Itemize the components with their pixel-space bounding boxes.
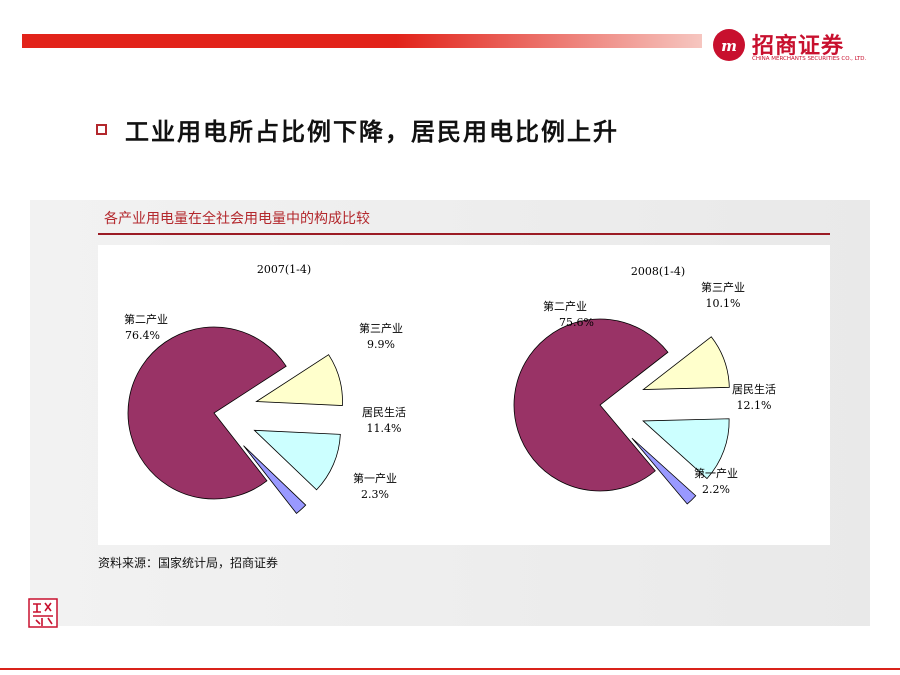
- slice-value-label: 76.4%: [125, 329, 160, 342]
- slice-name-label: 第一产业: [694, 466, 738, 480]
- pie-slice: [513, 318, 669, 492]
- slice-value-label: 11.4%: [367, 422, 402, 435]
- pie-slice: [255, 354, 343, 406]
- source-note: 资料来源：国家统计局，招商证券: [98, 556, 279, 570]
- slice-value-label: 2.2%: [702, 483, 730, 496]
- slice-name-label: 第二产业: [124, 312, 168, 326]
- slice-value-label: 9.9%: [367, 338, 395, 351]
- pie-slice: [243, 445, 307, 514]
- slice-name-label: 居民生活: [362, 405, 406, 419]
- slide-heading: 工业用电所占比例下降，居民用电比例上升: [96, 112, 619, 147]
- svg-text:m: m: [721, 37, 737, 55]
- slice-value-label: 2.3%: [361, 488, 389, 501]
- logo-name-cn: 招商证券: [752, 34, 845, 59]
- slice-value-label: 12.1%: [737, 399, 772, 412]
- pie-subtitle: 2007(1-4): [257, 263, 311, 276]
- pie-slice: [127, 326, 287, 500]
- pie-charts: 2007(1-4) 第二产业 76.4% 第三产业 9.9% 居民生活 11.4% 第一产业 2…: [124, 263, 776, 514]
- slice-name-label: 第二产业: [543, 299, 587, 313]
- slice-value-label: 10.1%: [706, 297, 741, 310]
- slice-name-label: 第三产业: [701, 280, 745, 294]
- pie-subtitle: 2008(1-4): [631, 265, 685, 278]
- title-underline: [98, 233, 830, 235]
- slice-name-label: 居民生活: [732, 382, 776, 396]
- pie-slice: [642, 418, 730, 480]
- chart-title: 各产业用电量在全社会用电量中的构成比较: [104, 211, 370, 227]
- pie-slice: [253, 429, 341, 491]
- heading-text: 工业用电所占比例下降，居民用电比例上升: [125, 118, 619, 146]
- square-bullet-icon: [96, 124, 107, 135]
- slice-value-label: 75.6%: [559, 316, 594, 329]
- slice-name-label: 第三产业: [359, 321, 403, 335]
- slice-name-label: 第一产业: [353, 471, 397, 485]
- plot-area: 2007(1-4) 第二产业 76.4% 第三产业 9.9% 居民生活 11.4% 第一产业 2…: [98, 245, 830, 545]
- logo-mark-icon: m: [713, 29, 745, 61]
- pie-slice: [631, 437, 697, 505]
- seal-stamp-icon: [28, 598, 58, 628]
- pie-slice: [642, 336, 730, 390]
- logo-name-en: CHINA MERCHANTS SECURITIES CO., LTD.: [752, 56, 867, 62]
- footer-red-line: [0, 668, 900, 670]
- header-red-bar: [22, 34, 702, 48]
- company-logo: m 招商证券 CHINA MERCHANTS SECURITIES CO., L…: [712, 26, 882, 70]
